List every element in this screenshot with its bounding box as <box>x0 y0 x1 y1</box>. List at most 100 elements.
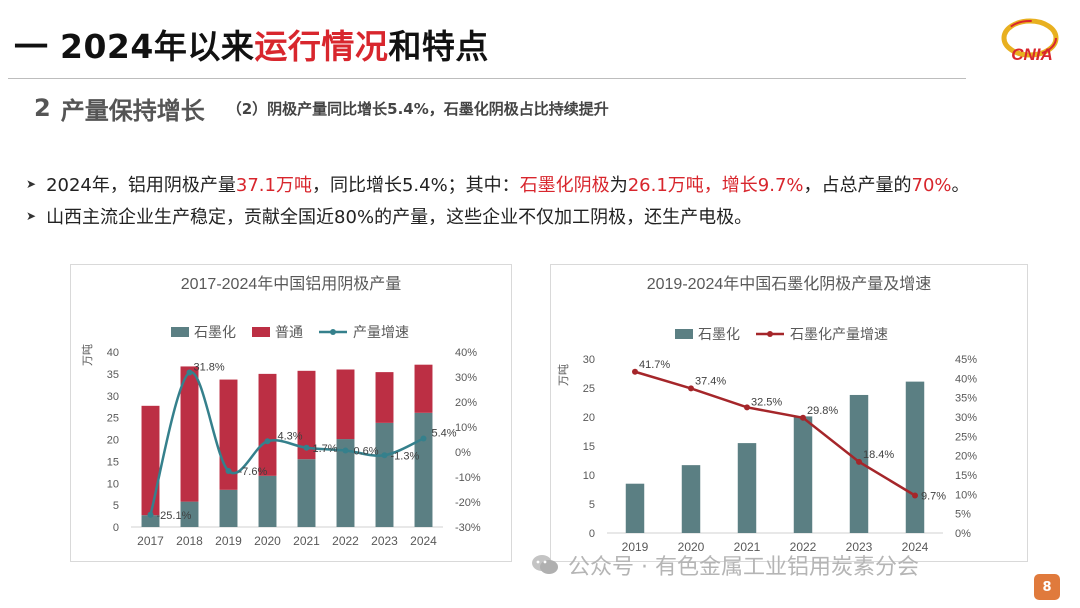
data-label: 0.6% <box>354 446 379 458</box>
x-tick-label: 2021 <box>293 534 320 548</box>
y2-tick-label: 45% <box>955 354 977 366</box>
data-label: 9.7% <box>921 490 946 502</box>
legend-label: 石墨化 <box>698 326 740 342</box>
bullet-list: ➤ 2024年，铝用阴极产量37.1万吨，同比增长5.4%；其中：石墨化阴极为2… <box>26 168 970 232</box>
x-tick-label: 2019 <box>622 540 649 554</box>
chart-title: 2019-2024年中国石墨化阴极产量及增速 <box>647 275 932 293</box>
data-label: -25.1% <box>157 510 192 522</box>
y-tick-label: 35 <box>107 369 119 381</box>
y2-tick-label: 30% <box>455 372 477 384</box>
bullet-seg: ，占总产量的 <box>803 175 912 196</box>
title-divider <box>8 78 966 79</box>
subheading-main: 产量保持增长 <box>60 96 205 125</box>
y2-tick-label: 15% <box>955 470 977 482</box>
y2-tick-label: 5% <box>955 509 971 521</box>
chart-cathode-output: 2017-2024年中国铝用阴极产量 石墨化 普通 产量增速 0 5 10 15 20 25 30 3… <box>70 264 512 562</box>
series-line <box>634 370 916 497</box>
data-label: 31.8% <box>194 362 225 374</box>
y2-tick-label: 30% <box>955 412 977 424</box>
x-tick-label: 2019 <box>215 534 242 548</box>
x-tick-label: 2020 <box>678 540 705 554</box>
line-point <box>744 404 750 411</box>
y-tick-label: 10 <box>583 470 595 482</box>
y2-tick-label: 20% <box>455 397 477 409</box>
bar <box>375 422 394 527</box>
legend-marker <box>767 331 773 337</box>
y-tick-label: 30 <box>107 391 119 403</box>
y-tick-label: 25 <box>583 383 595 395</box>
title-highlight: 运行情况 <box>254 27 389 66</box>
bar <box>793 416 813 533</box>
line-point <box>186 369 193 376</box>
line-point <box>688 385 694 392</box>
bullet-arrow-icon: ➤ <box>26 177 37 191</box>
bar <box>297 370 316 460</box>
data-label: -7.6% <box>239 466 268 478</box>
line-point <box>264 438 271 445</box>
bar <box>737 443 757 533</box>
data-label: -1.3% <box>391 450 420 462</box>
bullet-seg-highlight: 石墨化阴极 <box>519 175 610 196</box>
y-axis-label: 万吨 <box>81 344 94 366</box>
bullet-seg-highlight: 70% <box>911 175 952 196</box>
chart-legend: 石墨化 石墨化产量增速 <box>675 326 888 342</box>
bar <box>681 465 701 533</box>
bar <box>219 489 238 527</box>
bullet-seg: 2024年，铝用阴极产量 <box>46 175 236 196</box>
y-tick-label: 0 <box>589 528 595 540</box>
legend-label: 石墨化 <box>194 324 236 340</box>
y-axis-label: 万吨 <box>557 364 570 386</box>
data-label: 5.4% <box>432 428 457 440</box>
x-tick-label: 2021 <box>734 540 761 554</box>
line-point <box>303 444 310 451</box>
y2-tick-label: 25% <box>955 431 977 443</box>
y2-tick-label: 40% <box>955 373 977 385</box>
bar <box>414 364 433 413</box>
y2-tick-label: 0% <box>455 447 471 459</box>
bar <box>258 373 277 476</box>
y-tick-label: 40 <box>107 347 119 359</box>
y2-tick-label: -20% <box>455 497 481 509</box>
page-title: 2024年以来运行情况和特点 <box>60 20 489 68</box>
line-point <box>225 468 232 474</box>
title-bar: 一 2024年以来运行情况和特点 <box>14 16 489 72</box>
logo-ring-accent <box>1003 20 1057 56</box>
bullet-seg-highlight: 37.1万吨 <box>235 175 312 196</box>
data-label: 1.7% <box>313 443 338 455</box>
y2-tick-label: 0% <box>955 528 971 540</box>
y-tick-label: 20 <box>107 435 119 447</box>
bar <box>336 439 355 527</box>
data-label: 41.7% <box>639 359 670 371</box>
watermark-text: 公众号 · 有色金属工业铝用炭素分会 <box>568 555 919 580</box>
y2-tick-label: 20% <box>955 451 977 463</box>
subheading-number: 2 <box>34 94 51 122</box>
line-point <box>912 492 918 499</box>
x-tick-label: 2024 <box>410 534 437 548</box>
y2-tick-label: 35% <box>955 393 977 405</box>
x-tick-label: 2020 <box>254 534 281 548</box>
line-point <box>632 368 638 375</box>
line-point <box>420 435 427 442</box>
y2-tick-label: -30% <box>455 522 481 534</box>
chart-title: 2017-2024年中国铝用阴极产量 <box>181 275 402 293</box>
y2-tick-label: -10% <box>455 472 481 484</box>
wechat-icon <box>532 555 558 574</box>
y-tick-label: 5 <box>589 499 595 511</box>
x-tick-label: 2022 <box>790 540 817 554</box>
title-dash: 一 <box>14 27 48 68</box>
x-tick-label: 2018 <box>176 534 203 548</box>
y-tick-label: 15 <box>107 456 119 468</box>
legend-swatch <box>171 327 189 337</box>
data-label: 29.8% <box>807 405 838 417</box>
bullet-text: 2024年，铝用阴极产量37.1万吨，同比增长5.4%；其中：石墨化阴极为26.… <box>46 171 969 197</box>
bar <box>141 515 160 527</box>
line-point <box>856 458 862 465</box>
data-label: 37.4% <box>695 375 726 387</box>
bullet-item: ➤ 山西主流企业生产稳定，贡献全国近80%的产量，这些企业不仅加工阴极，还生产电… <box>26 200 970 232</box>
line-point <box>342 447 349 454</box>
y-tick-label: 10 <box>107 478 119 490</box>
bar <box>414 412 433 527</box>
legend-label: 石墨化产量增速 <box>790 326 888 342</box>
bar <box>141 405 160 516</box>
y2-tick-label: 40% <box>455 347 477 359</box>
